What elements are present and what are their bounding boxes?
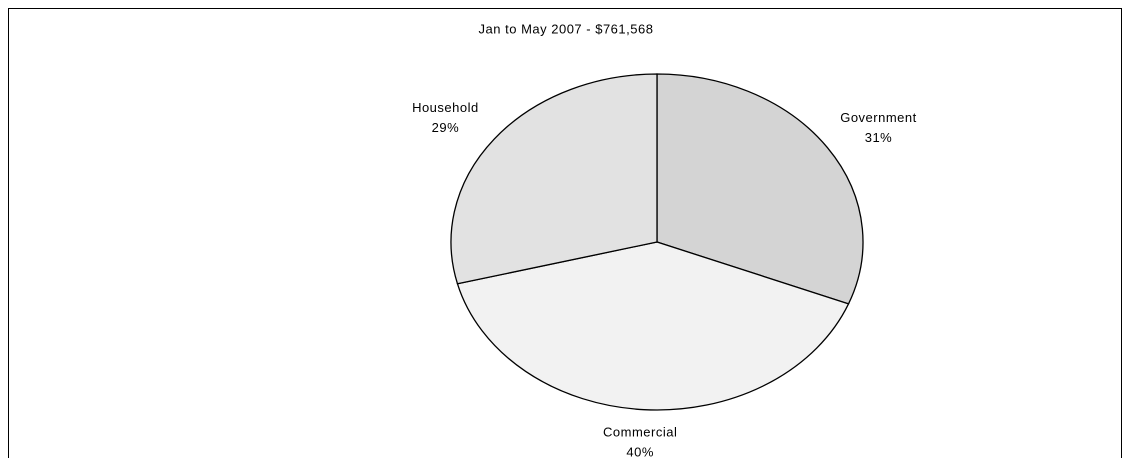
pie-slice bbox=[450, 73, 658, 285]
slice-label: Commercial bbox=[603, 425, 677, 440]
slice-value-label: 29% bbox=[432, 120, 460, 135]
chart-title: Jan to May 2007 - $761,568 bbox=[479, 21, 654, 36]
slice-value-label: 40% bbox=[626, 445, 654, 458]
pie-slice bbox=[456, 241, 850, 411]
slice-value-label: 31% bbox=[865, 130, 893, 145]
slice-label: Government bbox=[840, 110, 917, 125]
pie-slice bbox=[656, 73, 864, 305]
slice-label: Household bbox=[412, 100, 479, 115]
